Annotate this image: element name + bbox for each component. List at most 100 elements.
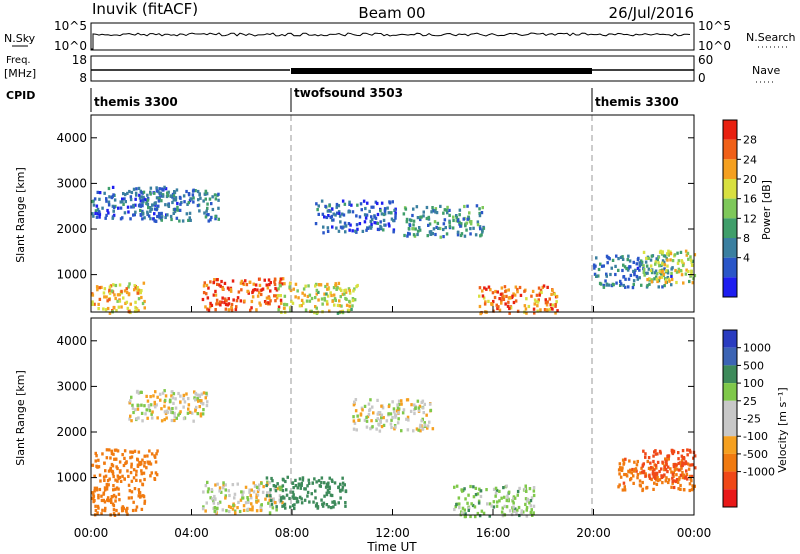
power-cell [104,216,107,220]
power-cell [229,289,233,293]
power-cell [93,302,96,306]
power-cell [141,301,145,306]
power-cell [132,187,136,191]
velocity-cell [271,479,274,483]
power-cell [478,225,482,229]
power-cell [643,273,646,277]
velocity-cell [192,419,195,423]
velocity-cell [630,471,633,475]
power-cell [676,251,679,255]
power-cell [310,309,313,313]
velocity-cell [143,404,146,408]
power-cell [108,285,112,289]
power-cell [179,202,182,206]
power-cell [231,279,235,283]
velocity-cell [154,460,158,464]
velocity-cell [150,471,153,475]
velocity-cell [377,422,380,426]
power-cell [119,206,123,210]
velocity-cell [512,501,515,505]
power-cell [335,205,338,209]
power-cell [339,225,343,229]
velocity-cell [376,417,379,421]
power-cell [656,279,659,284]
power-cell [137,297,141,301]
velocity-cell [268,498,271,502]
velocity-cell [182,417,186,421]
velocity-cell [460,511,464,515]
colorbar-swatch [723,257,737,278]
power-cell [223,297,227,301]
velocity-cell [680,459,684,463]
velocity-cell [623,485,626,489]
power-cell [460,232,464,236]
velocity-cell [687,467,691,471]
velocity-cell [127,496,131,500]
velocity-cell [194,409,197,413]
velocity-cell [629,468,632,472]
velocity-cell [672,474,675,478]
velocity-cell [137,450,141,454]
velocity-cell [137,416,140,420]
power-cell [617,268,620,272]
velocity-cell [179,400,182,404]
colorbar-swatch [723,347,737,366]
velocity-cell [175,416,178,420]
power-cell [348,202,351,206]
power-cell [614,272,617,277]
power-cell [602,264,605,268]
power-cell [220,300,223,304]
velocity-cell [327,505,330,509]
power-cell [275,296,279,300]
power-cell [496,290,499,294]
power-cell [644,260,648,264]
power-cell [674,268,677,273]
power-cell [648,282,651,286]
power-cell [202,284,206,288]
colorbar-swatch [723,238,737,258]
velocity-cell [670,485,673,489]
power-cell [210,215,213,219]
power-cell [351,210,355,214]
velocity-cell [255,495,258,499]
velocity-cell [315,502,319,506]
power-cell [544,301,548,305]
power-cell [664,278,668,282]
power-cell [459,233,463,238]
power-cell [658,276,661,280]
power-cell [198,192,201,196]
velocity-cell [149,395,152,399]
power-cell [315,288,319,292]
power-cell [478,286,482,290]
velocity-cell [684,475,688,479]
power-cell [127,210,130,214]
velocity-cell [428,420,431,424]
power-cell [352,289,355,293]
power-cell [223,281,227,285]
power-cell [91,300,94,304]
velocity-cell [622,481,626,485]
velocity-cell [644,455,647,459]
power-cell [189,197,192,201]
velocity-cell [295,497,299,501]
power-cell [605,283,608,287]
power-cell [539,288,543,292]
velocity-cell [420,419,423,423]
velocity-cell [99,479,102,483]
velocity-cell [492,500,496,504]
velocity-cell [391,400,394,404]
power-cell [382,228,385,232]
power-cell [682,281,685,285]
power-cell [356,203,359,207]
power-cell [376,201,379,206]
power-cell [456,233,460,237]
power-cell [207,308,211,312]
velocity-cell [174,397,177,401]
power-cell [347,210,350,214]
power-cell [98,210,101,214]
velocity-cell [261,490,265,494]
power-cell [638,264,642,268]
velocity-cell [129,471,133,475]
power-cell [474,233,478,237]
